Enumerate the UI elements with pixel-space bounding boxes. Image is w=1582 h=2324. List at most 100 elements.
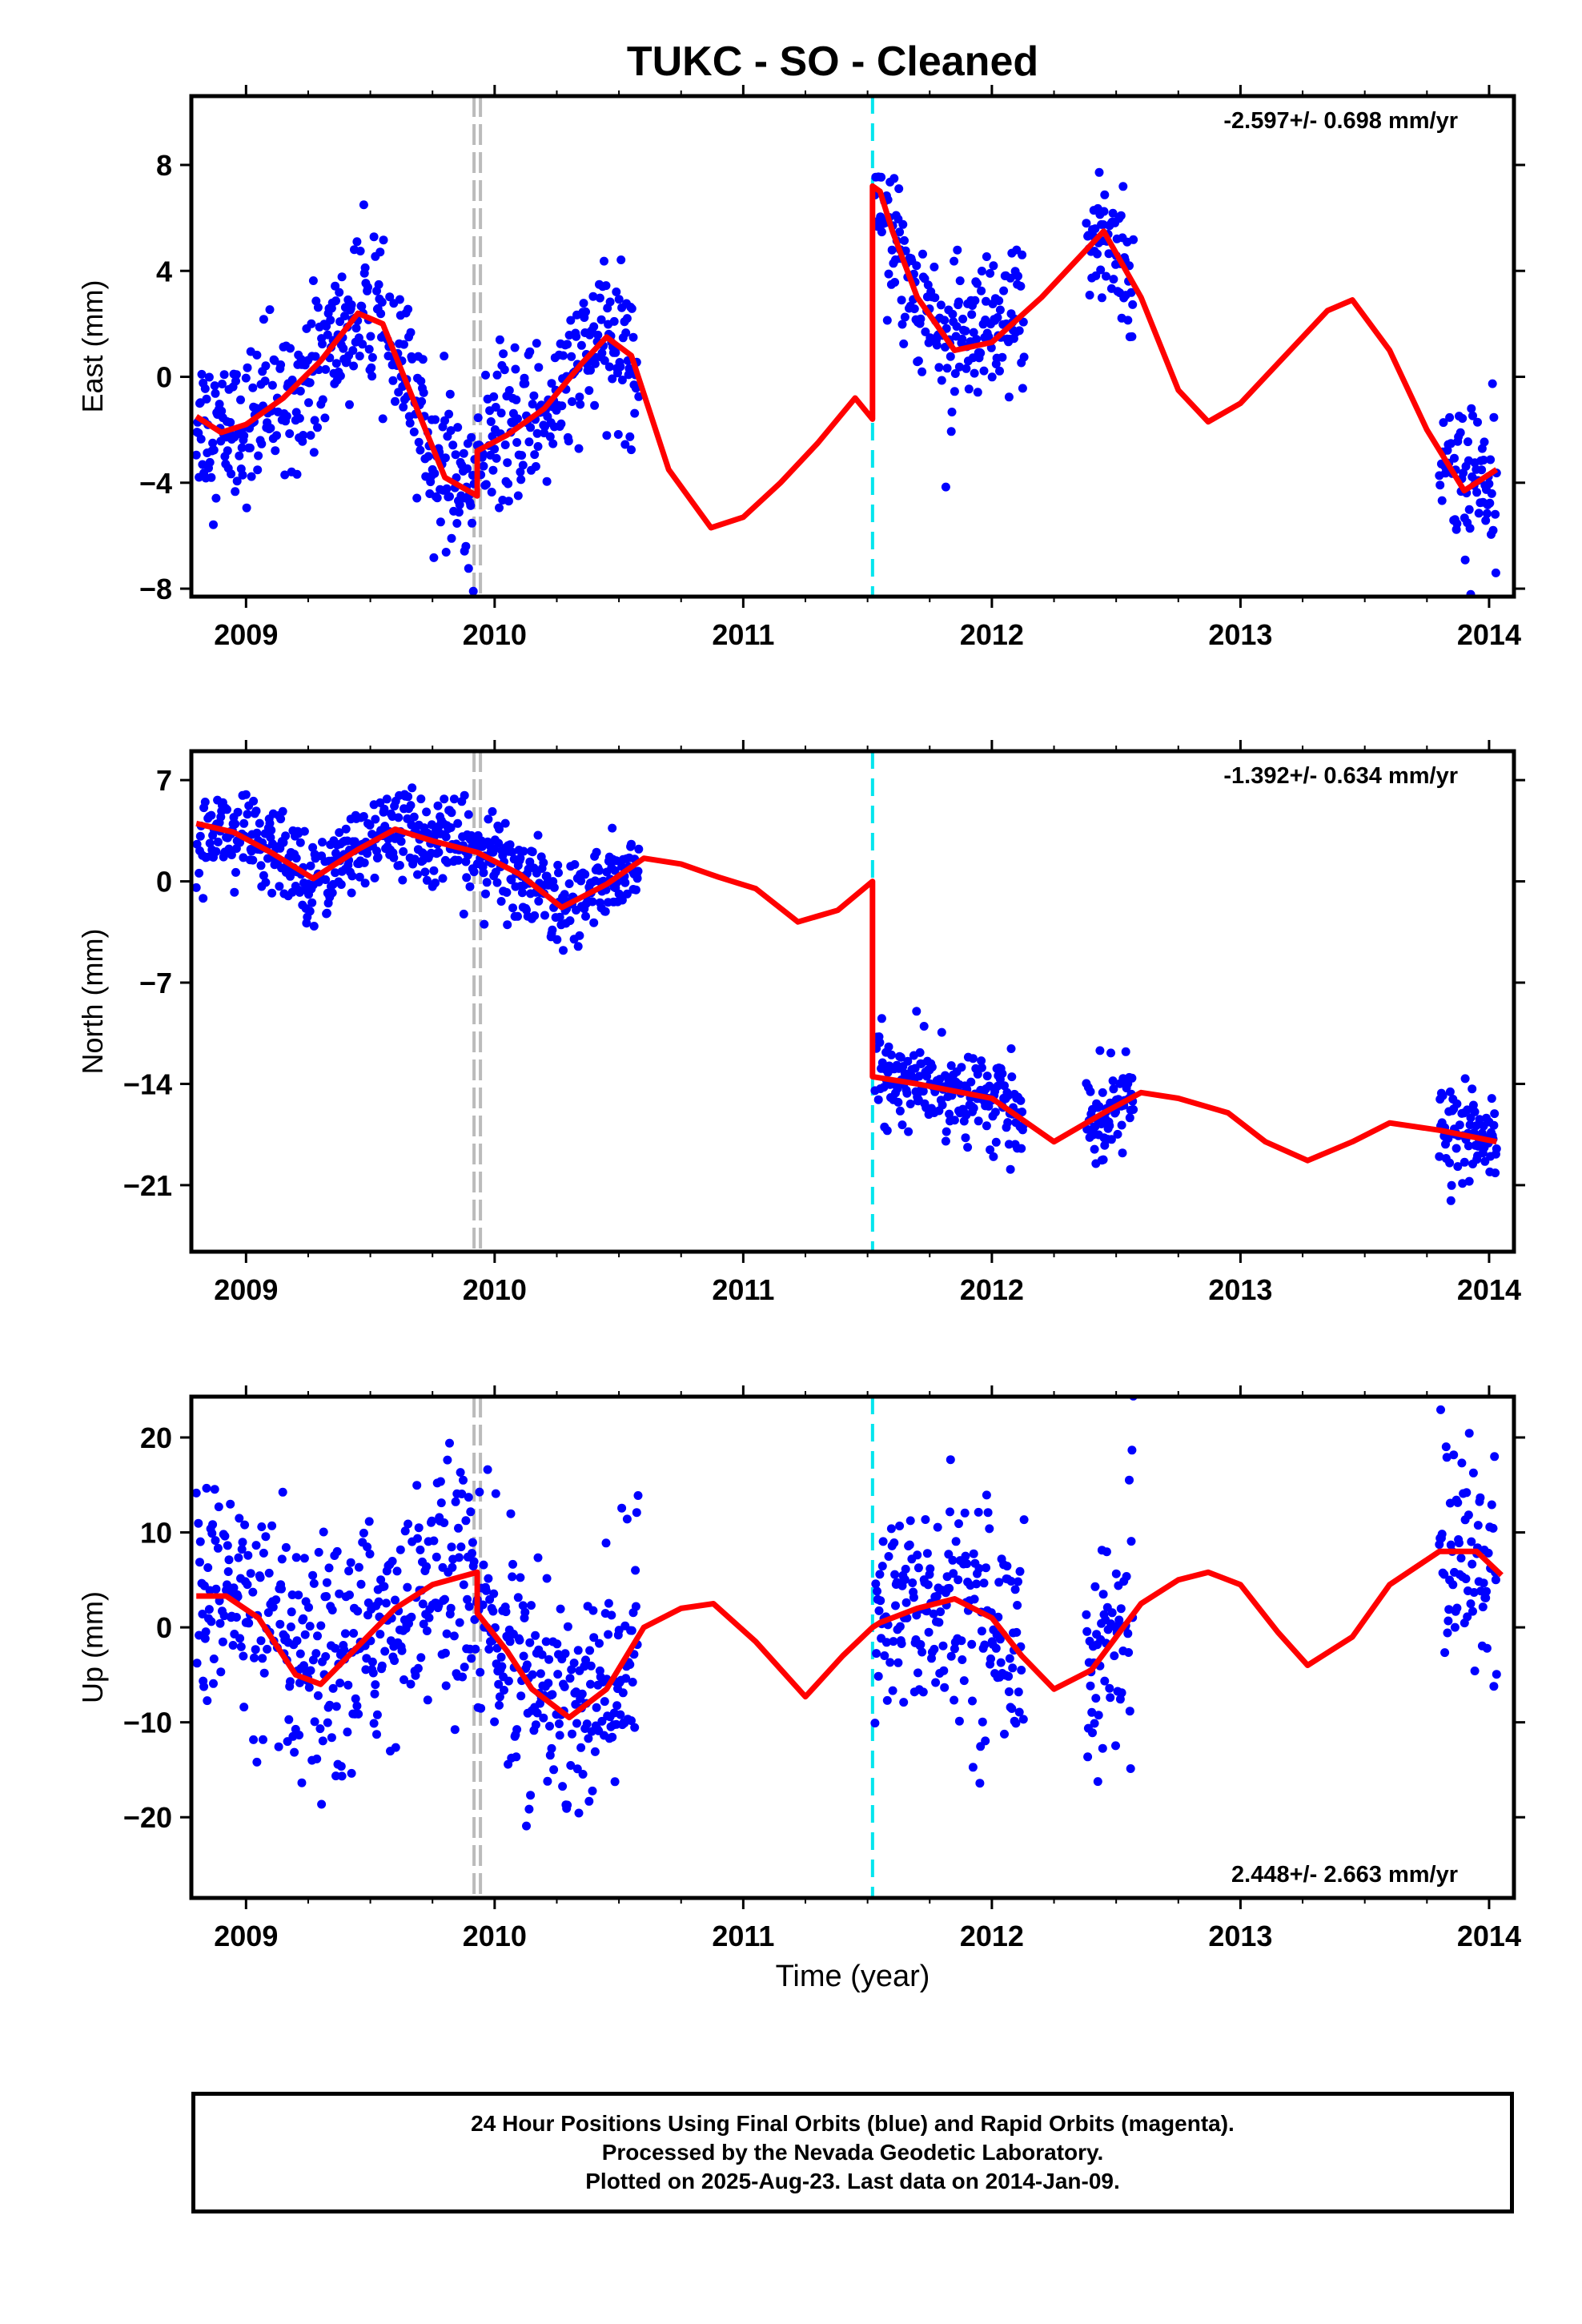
east-point xyxy=(358,340,367,349)
east-point xyxy=(1090,224,1100,234)
north-point xyxy=(231,819,240,829)
up-point xyxy=(936,1607,946,1617)
up-point xyxy=(1448,1580,1458,1590)
up-point xyxy=(457,1490,467,1498)
up-point xyxy=(595,1638,604,1648)
up-point xyxy=(375,1630,385,1639)
north-point xyxy=(937,1027,946,1037)
up-point xyxy=(363,1542,372,1552)
east-point xyxy=(936,300,946,310)
up-point xyxy=(1125,1707,1134,1716)
east-point xyxy=(532,339,541,348)
east-point xyxy=(307,319,316,328)
up-point xyxy=(528,1670,537,1679)
east-point xyxy=(239,431,249,440)
up-point xyxy=(912,1610,921,1620)
north-point xyxy=(441,832,451,842)
north-point xyxy=(957,1063,966,1072)
up-point xyxy=(588,1786,597,1795)
east-point xyxy=(1491,568,1500,577)
up-point xyxy=(220,1531,230,1541)
up-point xyxy=(337,1771,347,1781)
north-point xyxy=(1016,1096,1026,1105)
east-point xyxy=(909,304,919,314)
up-point xyxy=(533,1553,543,1562)
east-point xyxy=(345,400,354,409)
north-y-tick-label: −21 xyxy=(123,1169,172,1202)
east-point xyxy=(1116,211,1126,220)
up-point xyxy=(304,1602,313,1612)
up-point xyxy=(1487,1500,1496,1510)
north-point xyxy=(554,868,563,878)
north-point xyxy=(993,1081,1002,1091)
north-point xyxy=(305,907,315,916)
up-point xyxy=(905,1516,915,1526)
north-point xyxy=(631,885,640,895)
up-x-tick-label: 2012 xyxy=(960,1920,1024,1952)
east-point xyxy=(1109,275,1118,284)
east-point xyxy=(510,343,520,352)
up-point xyxy=(1017,1666,1026,1675)
north-point xyxy=(1118,1148,1127,1158)
up-point xyxy=(1005,1654,1014,1663)
east-point xyxy=(1018,250,1027,259)
north-point xyxy=(438,874,448,883)
east-point xyxy=(405,418,415,428)
up-point xyxy=(211,1584,221,1594)
up-point xyxy=(543,1776,552,1786)
east-point xyxy=(548,439,558,448)
north-point xyxy=(447,808,456,818)
east-point xyxy=(568,397,576,406)
east-point xyxy=(897,296,906,305)
east-point xyxy=(586,365,595,375)
east-point xyxy=(1014,326,1024,336)
up-point xyxy=(345,1590,354,1600)
north-point xyxy=(610,866,620,875)
up-point xyxy=(1004,1671,1014,1681)
east-point xyxy=(375,247,385,257)
up-point xyxy=(392,1566,402,1576)
up-point xyxy=(231,1613,241,1622)
east-point xyxy=(1464,505,1474,514)
up-point xyxy=(464,1602,474,1611)
east-point xyxy=(360,263,370,272)
up-point xyxy=(875,1570,885,1579)
east-point xyxy=(500,365,509,375)
north-point xyxy=(494,838,504,848)
up-point xyxy=(469,1557,479,1566)
up-point xyxy=(416,1545,425,1554)
east-point xyxy=(1486,455,1496,464)
up-point xyxy=(413,1534,422,1543)
east-point xyxy=(942,364,952,373)
north-point xyxy=(1446,1196,1456,1205)
up-point xyxy=(223,1567,233,1576)
north-plot-area xyxy=(191,751,1501,1252)
up-point xyxy=(214,1502,223,1512)
north-point xyxy=(968,1054,978,1063)
north-point xyxy=(507,875,516,885)
east-point xyxy=(1016,281,1026,291)
up-point xyxy=(996,1658,1006,1667)
east-point xyxy=(1452,519,1462,529)
east-point xyxy=(466,501,476,510)
up-point xyxy=(331,1702,341,1711)
east-point xyxy=(579,299,588,308)
up-point xyxy=(909,1593,918,1602)
up-point xyxy=(484,1574,493,1583)
north-point xyxy=(1109,1084,1118,1094)
up-y-tick-label: 0 xyxy=(156,1611,172,1644)
up-point xyxy=(468,1538,477,1547)
east-point xyxy=(285,429,295,438)
up-point xyxy=(478,1600,488,1610)
east-point xyxy=(528,400,537,409)
east-point xyxy=(271,446,280,456)
east-point xyxy=(898,219,908,229)
up-point xyxy=(939,1666,949,1675)
north-point xyxy=(1464,1141,1473,1151)
north-point xyxy=(1445,1087,1455,1096)
up-point xyxy=(427,1516,436,1526)
north-point xyxy=(1460,1074,1470,1084)
east-point xyxy=(1014,271,1022,281)
up-model-line xyxy=(196,1548,1504,1721)
up-point xyxy=(1105,1683,1114,1693)
